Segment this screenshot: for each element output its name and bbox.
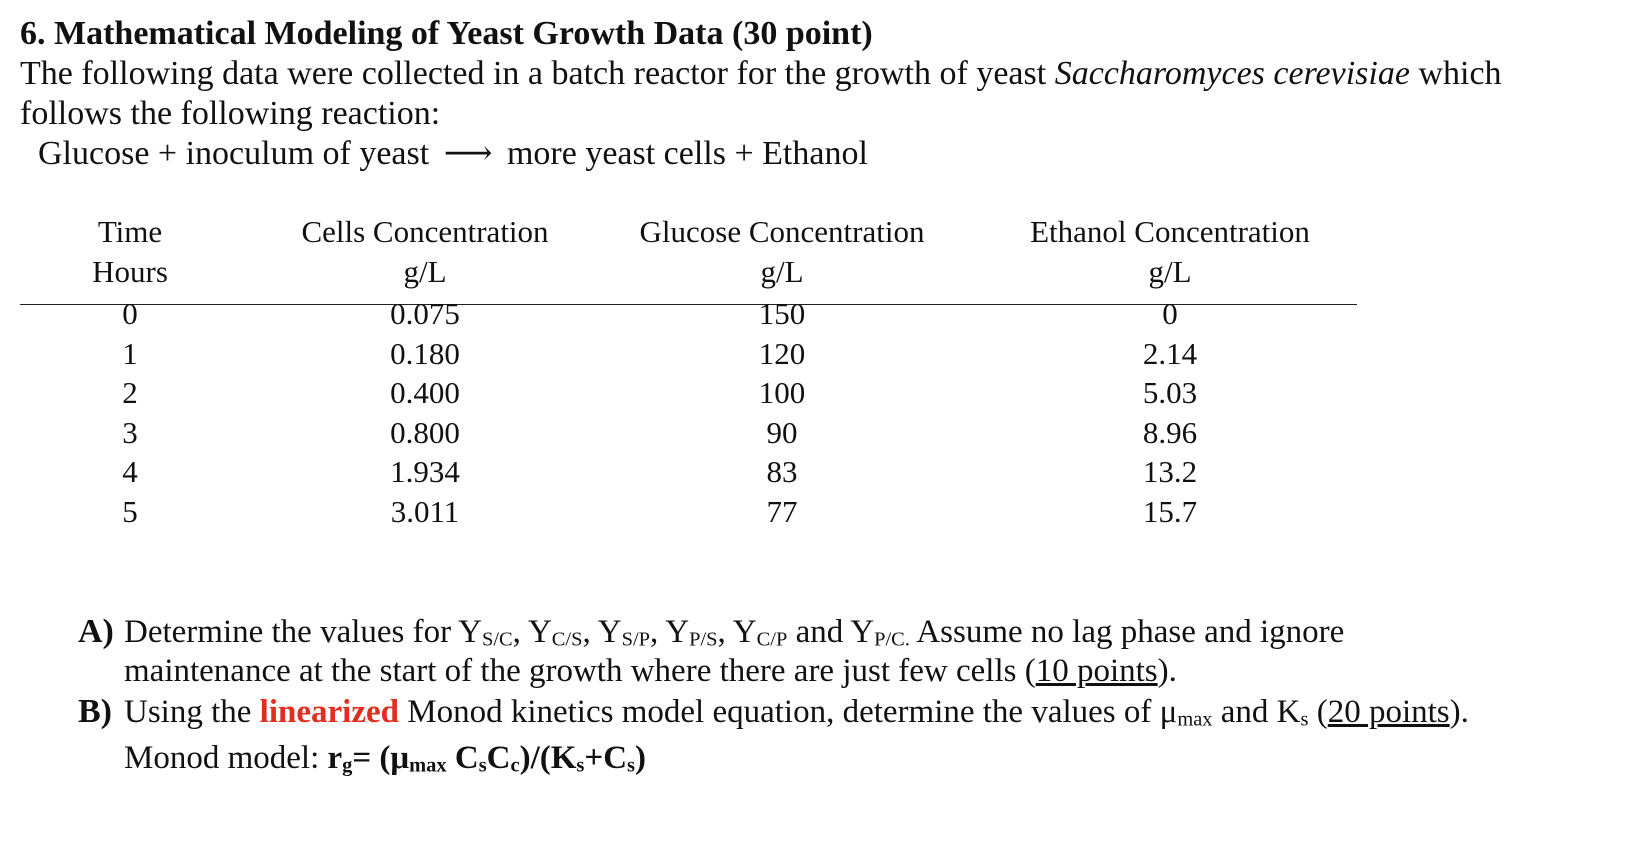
part-a-points: 10 points [1035,653,1158,689]
header-time: Time [97,214,163,249]
part-a-text: , Y [512,614,552,650]
monod-model-line: Monod model: rg= (μmax CsCc)/(Ks+Cs) [124,738,646,786]
part-b-text: Using the [124,694,260,730]
table-cell: 1 [122,336,138,371]
part-b-text: ). [1449,694,1469,730]
table-cell: 2 [122,375,138,410]
part-a-line-2: maintenance at the start of the growth w… [124,651,1177,691]
yield-subscript: S/C [481,628,513,651]
header-cells: Cells Concentration [301,214,549,249]
part-a-line-1: Determine the values for YS/C, YC/S, YS/… [124,612,1344,660]
part-a-text: Determine the values for Y [124,614,482,650]
eq-subscript: s [627,754,635,777]
part-b-text: Monod kinetics model equation, determine… [398,694,1178,730]
table-cell: 83 [766,454,798,489]
part-a-text: ). [1157,653,1177,689]
reaction-equation: Glucose + inoculum of yeast ⟶ more yeast… [38,134,868,174]
eq-subscript: s [478,754,487,777]
reaction-right: more yeast cells + Ethanol [506,135,868,172]
table-cell: 150 [758,296,806,331]
yield-subscript: P/S [689,628,718,651]
part-b-text: and K [1212,694,1301,730]
eq-text: r [327,740,343,776]
part-a-label: A) [78,613,114,650]
eq-subscript: max [409,754,447,777]
yield-subscript: P/C. [874,628,910,651]
table-cell: 0 [1162,296,1178,331]
problem-title: 6. Mathematical Modeling of Yeast Growth… [20,15,873,52]
part-a-text: Assume no lag phase and ignore [909,614,1345,650]
yield-subscript: S/P [621,628,650,651]
reaction-left: Glucose + inoculum of yeast [38,135,430,172]
header-ethanol-unit: g/L [1148,254,1192,289]
eq-subscript: g [342,754,353,777]
table-header-divider [20,304,1357,305]
table-cell: 0.400 [390,375,460,410]
table-cell: 0.800 [390,415,460,450]
header-cells-unit: g/L [403,254,447,289]
part-a-text: , Y [650,614,690,650]
eq-text: +C [584,740,628,776]
intro-line-2: follows the following reaction: [20,95,441,132]
part-a-text: , Y [582,614,622,650]
yield-subscript: C/S [551,628,583,651]
table-cell: 15.7 [1142,494,1198,529]
part-b-points: 20 points [1327,694,1450,730]
monod-equation: rg= (μmax CsCc)/(Ks+Cs) [327,740,647,777]
mu-max-subscript: max [1177,708,1213,731]
part-b-label: B) [78,693,112,730]
eq-text: ) [635,740,646,776]
reaction-arrow-icon: ⟶ [443,135,493,172]
eq-text: )/(K [519,740,577,776]
table-cell: 0.180 [390,336,460,371]
intro-text-before: The following data were collected in a b… [20,55,1055,92]
intro-text-after: which [1409,55,1502,92]
header-glucose-unit: g/L [760,254,804,289]
table-cell: 4 [122,454,138,489]
eq-text: C [486,740,511,776]
table-cell: 120 [758,336,806,371]
yield-subscript: C/P [756,628,788,651]
eq-subscript: c [510,754,520,777]
table-cell: 0 [122,296,138,331]
part-a-text: , Y [717,614,757,650]
eq-text: = (μ [352,740,410,776]
table-cell: 77 [766,494,798,529]
linearized-highlight: linearized [259,694,399,730]
table-cell: 2.14 [1142,336,1198,371]
eq-subscript: s [576,754,585,777]
ks-subscript: s [1300,708,1309,731]
table-cell: 3 [122,415,138,450]
species-name: Saccharomyces cerevisiae [1054,55,1410,92]
header-ethanol: Ethanol Concentration [1030,214,1310,249]
monod-model-label: Monod model: [124,740,328,776]
table-cell: 100 [758,375,806,410]
table-cell: 8.96 [1142,415,1198,450]
table-cell: 3.011 [390,494,460,529]
part-b-line-1: Using the linearized Monod kinetics mode… [124,692,1469,740]
eq-text: C [446,740,479,776]
table-cell: 5 [122,494,138,529]
table-cell: 5.03 [1142,375,1198,410]
part-a-text: and Y [787,614,875,650]
intro-line-1: The following data were collected in a b… [20,54,1502,94]
part-a-text: maintenance at the start of the growth w… [124,653,1036,689]
table-cell: 1.934 [390,454,460,489]
header-glucose: Glucose Concentration [639,214,925,249]
table-cell: 13.2 [1142,454,1198,489]
header-time-unit: Hours [92,254,168,289]
table-cell: 0.075 [390,296,460,331]
part-b-text: ( [1308,694,1328,730]
table-cell: 90 [766,415,798,450]
